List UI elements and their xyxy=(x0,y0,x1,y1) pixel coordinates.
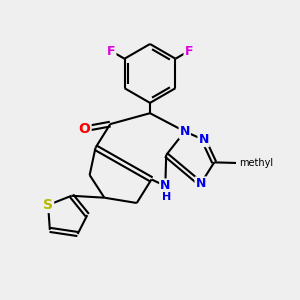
Text: H: H xyxy=(162,192,171,202)
Text: N: N xyxy=(198,133,209,146)
Text: methyl: methyl xyxy=(239,158,274,168)
Text: S: S xyxy=(43,198,53,212)
Text: N: N xyxy=(160,179,170,192)
Text: O: O xyxy=(79,122,91,136)
Text: F: F xyxy=(107,45,116,58)
Text: F: F xyxy=(184,45,193,58)
Text: N: N xyxy=(196,177,206,190)
Text: N: N xyxy=(180,125,190,138)
